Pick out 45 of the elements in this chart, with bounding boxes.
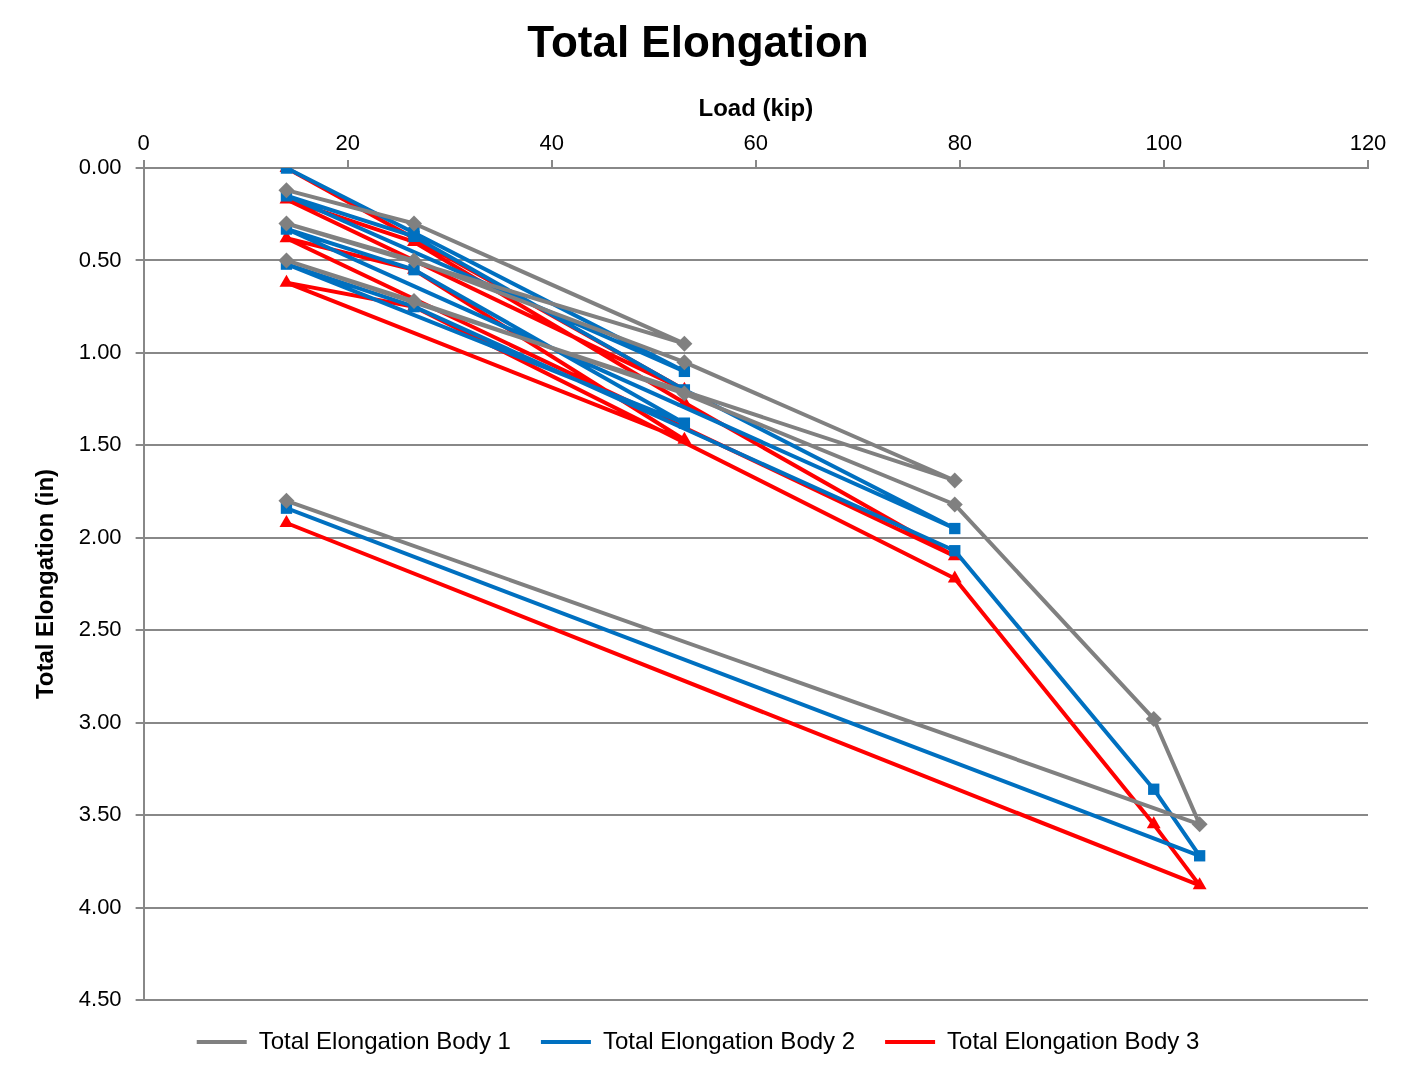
legend-label: Total Elongation Body 2 [602,1026,856,1054]
point [676,335,693,352]
y-tick-label: 0.00 [78,154,122,180]
point [678,417,691,429]
point [278,252,295,269]
x-axis-title: Load (kip) [698,93,814,121]
point [947,570,962,583]
y-tick-label: 4.50 [78,986,122,1012]
x-tick-label: 100 [1145,129,1183,155]
point [1193,850,1206,862]
y-tick-label: 2.50 [78,616,122,642]
y-tick-label: 4.00 [78,893,122,919]
point [406,215,422,232]
y-tick-label: 1.50 [78,431,122,457]
x-tick-label: 120 [1349,129,1387,155]
y-axis-title: Total Elongation (in) [31,468,59,700]
point [406,293,422,310]
point [1192,877,1207,890]
legend-label: Total Elongation Body 3 [947,1026,1200,1054]
x-tick-label: 60 [743,129,769,155]
x-tick-label: 0 [137,129,150,155]
x-tick-label: 80 [947,129,973,155]
point [1191,816,1208,833]
x-tick-label: 40 [539,129,564,155]
point [278,492,295,509]
y-tick-label: 3.00 [78,708,122,734]
point [278,215,295,232]
y-tick-label: 1.00 [78,338,122,364]
point [949,545,961,557]
point [676,354,693,371]
chart-title: Total Elongation [527,16,869,66]
point [406,252,422,269]
x-tick-label: 20 [335,129,360,155]
point [278,182,295,199]
point [946,496,963,513]
point [1145,710,1162,727]
y-tick-label: 2.00 [78,523,122,549]
y-tick-label: 3.50 [78,801,122,827]
point [949,522,961,535]
point [1148,783,1160,795]
point [676,385,693,402]
legend-label: Total Elongation Body 1 [258,1026,511,1054]
point [946,472,963,489]
y-tick-label: 0.50 [78,246,122,272]
point [1146,816,1161,829]
